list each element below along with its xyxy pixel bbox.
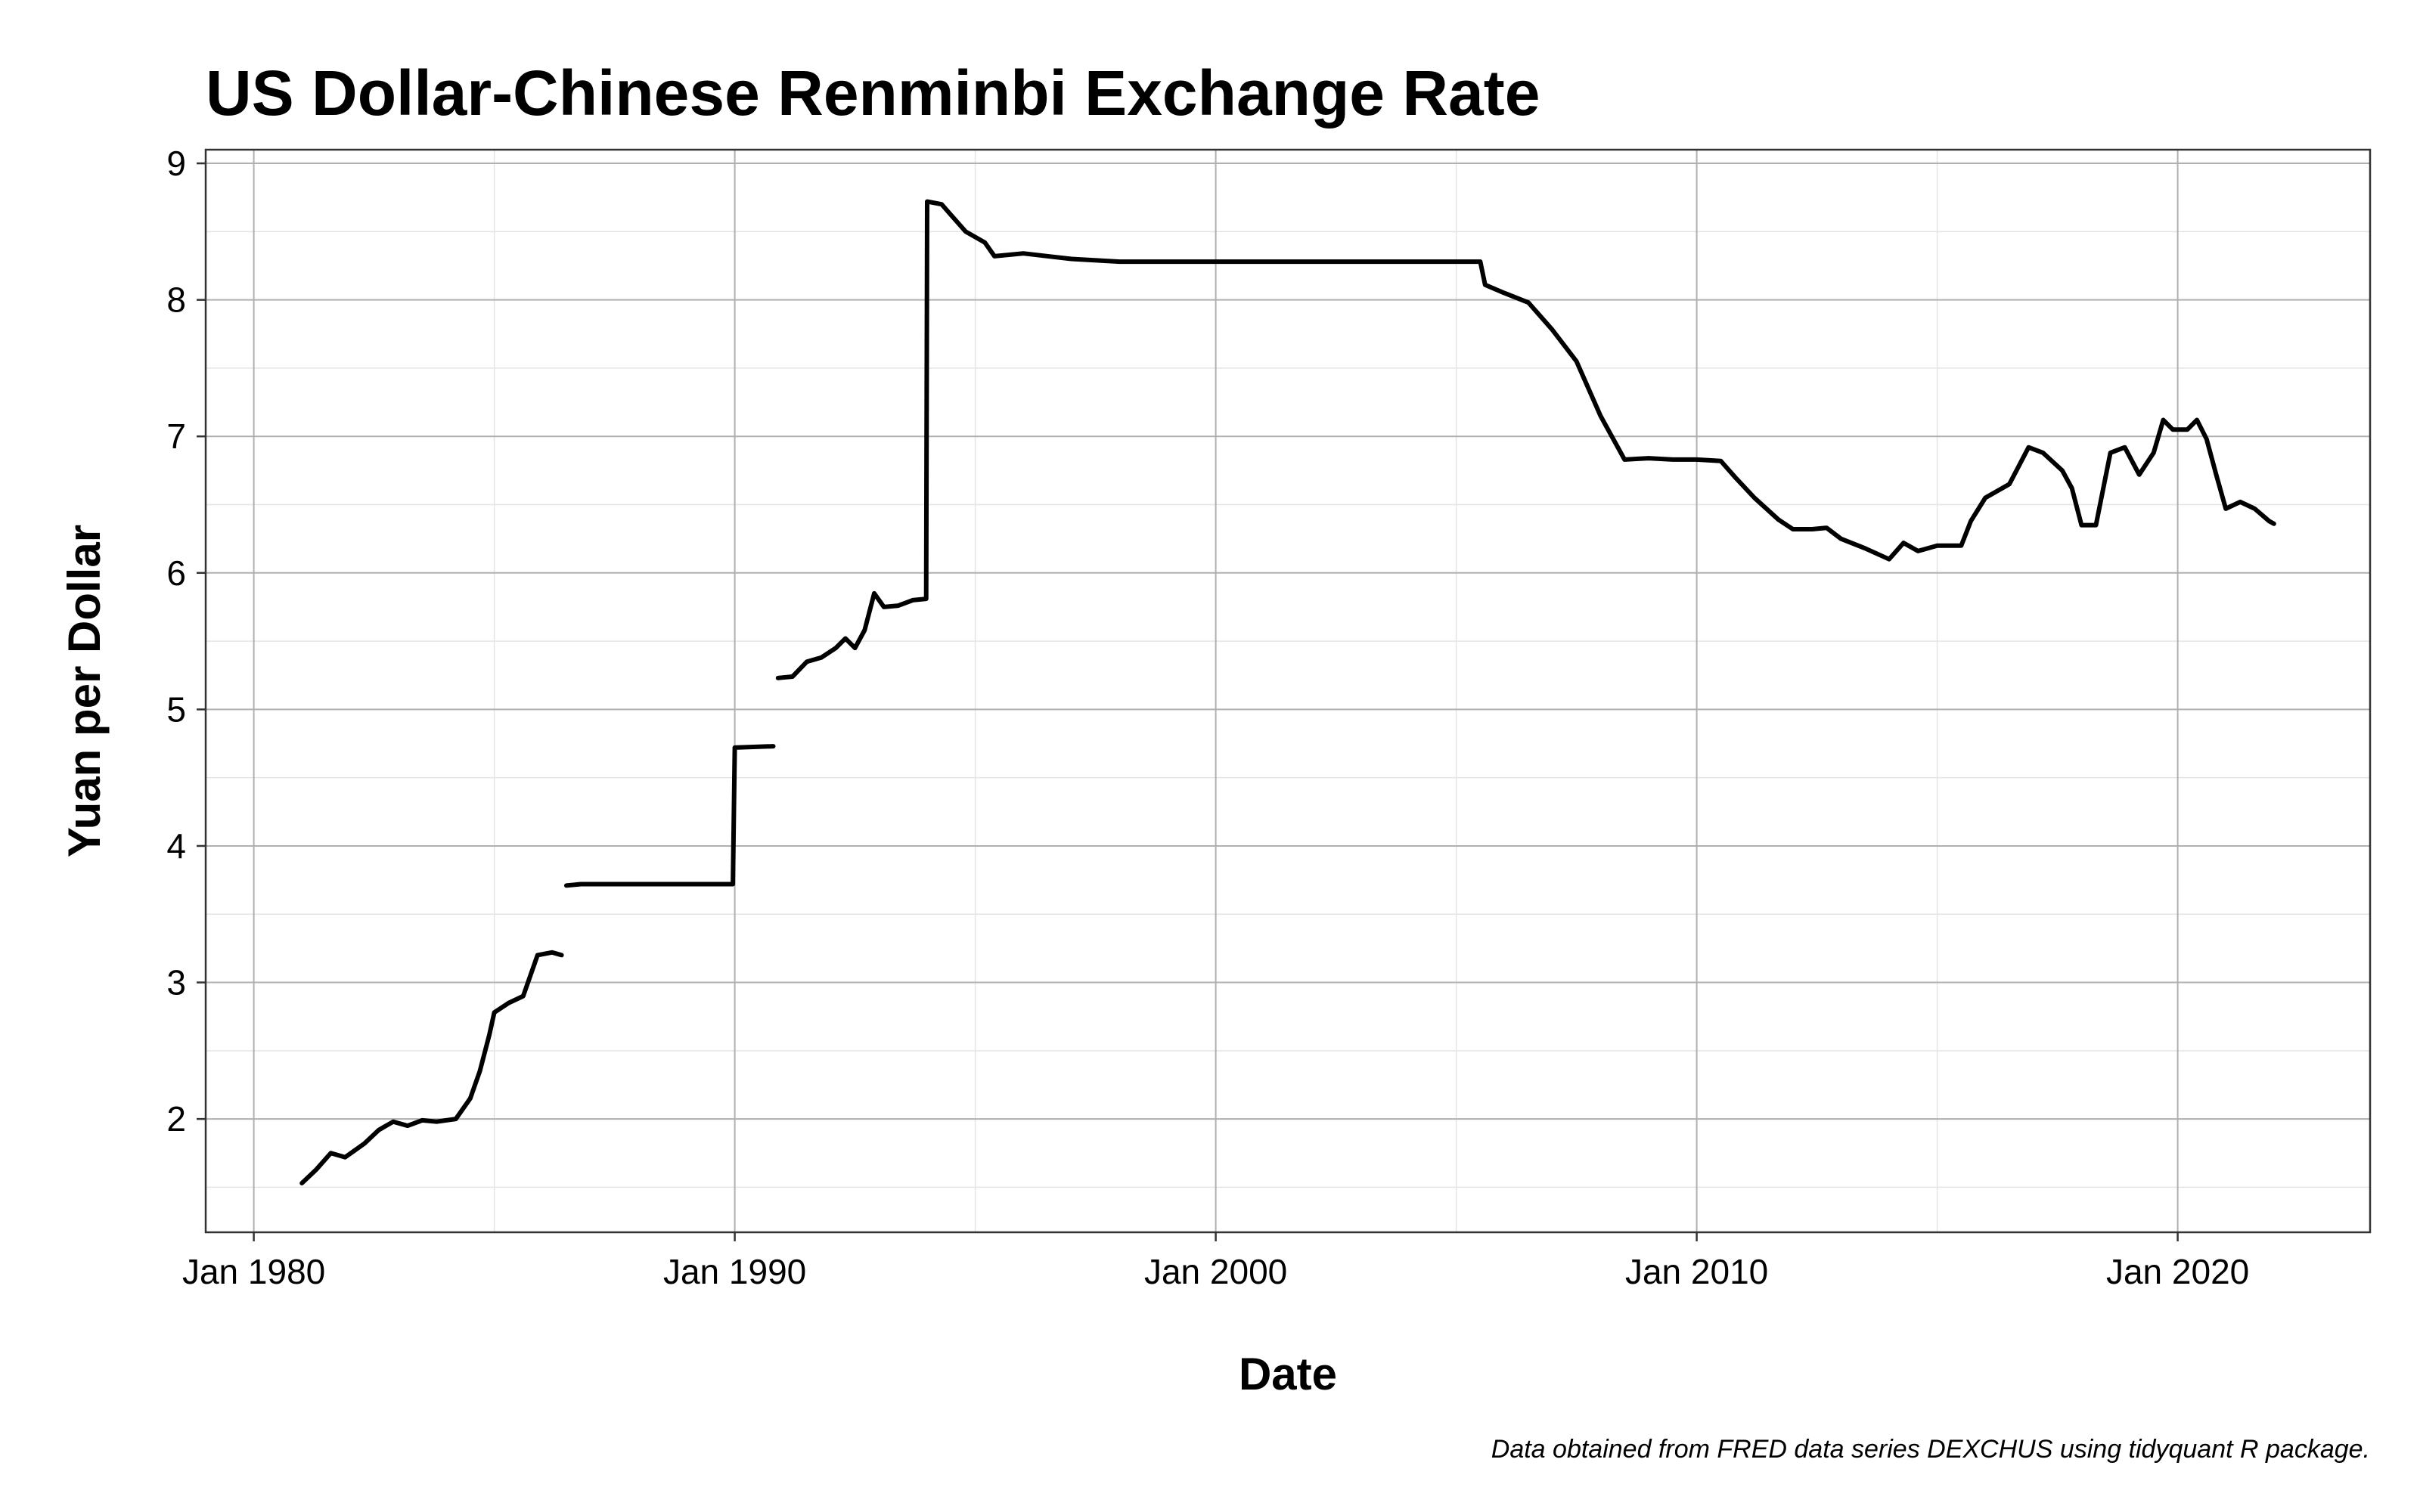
x-axis-title: Date (1239, 1349, 1337, 1399)
x-tick-label: Jan 2000 (1144, 1252, 1287, 1291)
y-tick-label: 6 (166, 553, 186, 593)
series-line-segment (299, 950, 564, 1185)
series-line-segment (564, 744, 776, 888)
series-layer (299, 199, 2276, 1185)
chart-title: US Dollar-Chinese Renminbi Exchange Rate (206, 57, 1540, 129)
y-tick-label: 5 (166, 689, 186, 729)
y-tick-label: 2 (166, 1099, 186, 1139)
y-tick-label: 4 (166, 826, 186, 866)
minor-gridlines (206, 150, 2370, 1232)
plot-panel (204, 148, 2372, 1234)
x-tick-label: Jan 2020 (2106, 1252, 2249, 1291)
y-tick-label: 7 (166, 417, 186, 456)
x-tick-label: Jan 1980 (182, 1252, 325, 1291)
y-axis: 2 3 4 5 6 7 8 9 (166, 144, 206, 1139)
y-axis-title: Yuan per Dollar (59, 525, 110, 857)
major-gridlines (206, 150, 2370, 1232)
x-tick-label: Jan 1990 (663, 1252, 806, 1291)
chart-caption: Data obtained from FRED data series DEXC… (1491, 1435, 2370, 1464)
y-tick-label: 8 (166, 280, 186, 320)
y-tick-label: 3 (166, 963, 186, 1002)
x-tick-label: Jan 2010 (1625, 1252, 1768, 1291)
x-axis: Jan 1980 Jan 1990 Jan 2000 Jan 2010 Jan 2020 (182, 1232, 2249, 1291)
y-tick-label: 9 (166, 144, 186, 183)
series-line-segment (775, 199, 2276, 680)
